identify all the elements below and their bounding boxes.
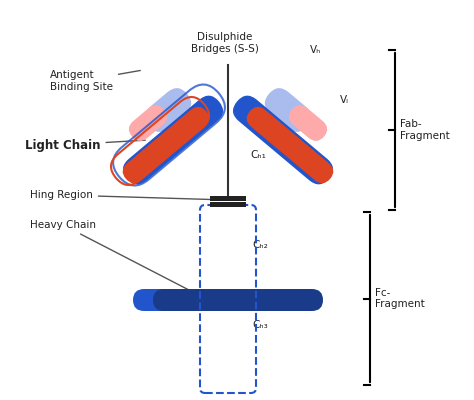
FancyBboxPatch shape: [246, 107, 333, 183]
FancyBboxPatch shape: [233, 96, 333, 184]
FancyBboxPatch shape: [265, 88, 311, 132]
Text: Cₗ: Cₗ: [320, 170, 329, 180]
Text: Disulphide
Bridges (S-S): Disulphide Bridges (S-S): [191, 32, 259, 54]
Text: Fc-
Fragment: Fc- Fragment: [375, 288, 425, 309]
Text: Fab-
Fragment: Fab- Fragment: [400, 119, 450, 141]
FancyBboxPatch shape: [133, 289, 303, 311]
Text: Light Chain: Light Chain: [25, 138, 145, 152]
Text: Cₕ₃: Cₕ₃: [252, 320, 268, 330]
Text: Vₗ: Vₗ: [340, 95, 349, 105]
Bar: [210, 196, 246, 201]
Text: Hing Region: Hing Region: [30, 190, 225, 200]
FancyBboxPatch shape: [128, 105, 167, 141]
Text: Heavy Chain: Heavy Chain: [30, 220, 216, 304]
Text: Vₕ: Vₕ: [310, 45, 321, 55]
Text: Cₕ₁: Cₕ₁: [250, 150, 266, 160]
FancyBboxPatch shape: [123, 96, 223, 184]
FancyBboxPatch shape: [289, 105, 328, 141]
Text: Cₕ₂: Cₕ₂: [252, 240, 268, 250]
FancyBboxPatch shape: [145, 88, 191, 132]
Text: Antigent
Binding Site: Antigent Binding Site: [50, 70, 140, 92]
FancyBboxPatch shape: [123, 107, 210, 183]
Bar: [210, 202, 246, 207]
FancyBboxPatch shape: [153, 289, 323, 311]
